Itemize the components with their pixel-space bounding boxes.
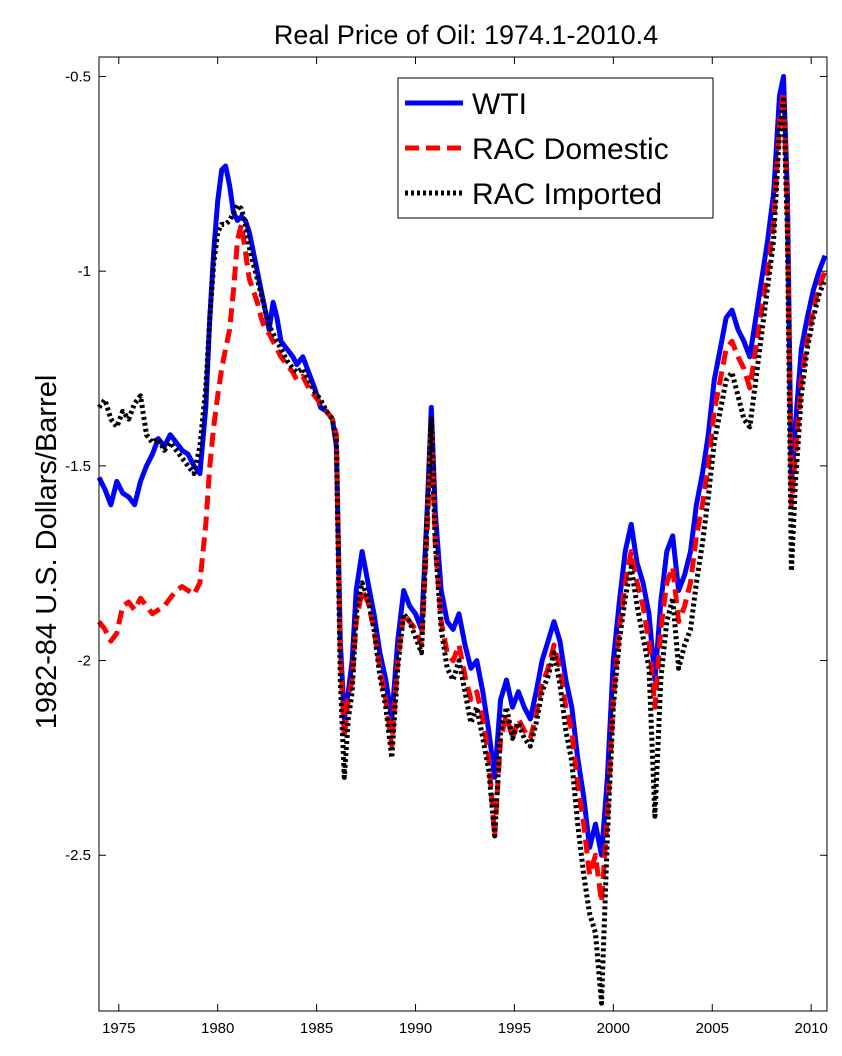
x-tick-label: 1995 — [498, 1020, 531, 1037]
x-tick-label: 1975 — [102, 1020, 135, 1037]
x-tick-label: 2010 — [794, 1020, 827, 1037]
legend-label-rac-domestic: RAC Domestic — [472, 133, 669, 166]
x-tick-label: 1985 — [300, 1020, 333, 1037]
y-tick-label: -1.5 — [65, 458, 91, 475]
legend-label-wti: WTI — [472, 88, 527, 121]
x-tick-label: 2005 — [696, 1020, 729, 1037]
y-tick-label: -1 — [78, 263, 91, 280]
legend-label-rac-imported: RAC Imported — [472, 178, 662, 211]
legend: WTI RAC Domestic RAC Imported — [397, 77, 714, 219]
series-line-rac-imported — [97, 97, 828, 1006]
plot-frame — [98, 56, 828, 1012]
y-tick-label: -2 — [78, 653, 91, 670]
series-layer — [96, 74, 828, 1006]
y-axis-label: 1982-84 U.S. Dollars/Barrel — [31, 375, 63, 730]
x-tick-label: 1980 — [201, 1020, 234, 1037]
chart-title: Real Price of Oil: 1974.1-2010.4 — [274, 20, 658, 50]
y-tick-label: -2.5 — [65, 847, 91, 864]
y-tick-label: -0.5 — [65, 68, 91, 85]
x-tick-label: 1990 — [399, 1020, 432, 1037]
x-tick-label: 2000 — [597, 1020, 630, 1037]
tick-layer: 1975 1980 1985 1990 1995 2000 2005 2010 -0.5 -1 -1… — [65, 57, 828, 1037]
